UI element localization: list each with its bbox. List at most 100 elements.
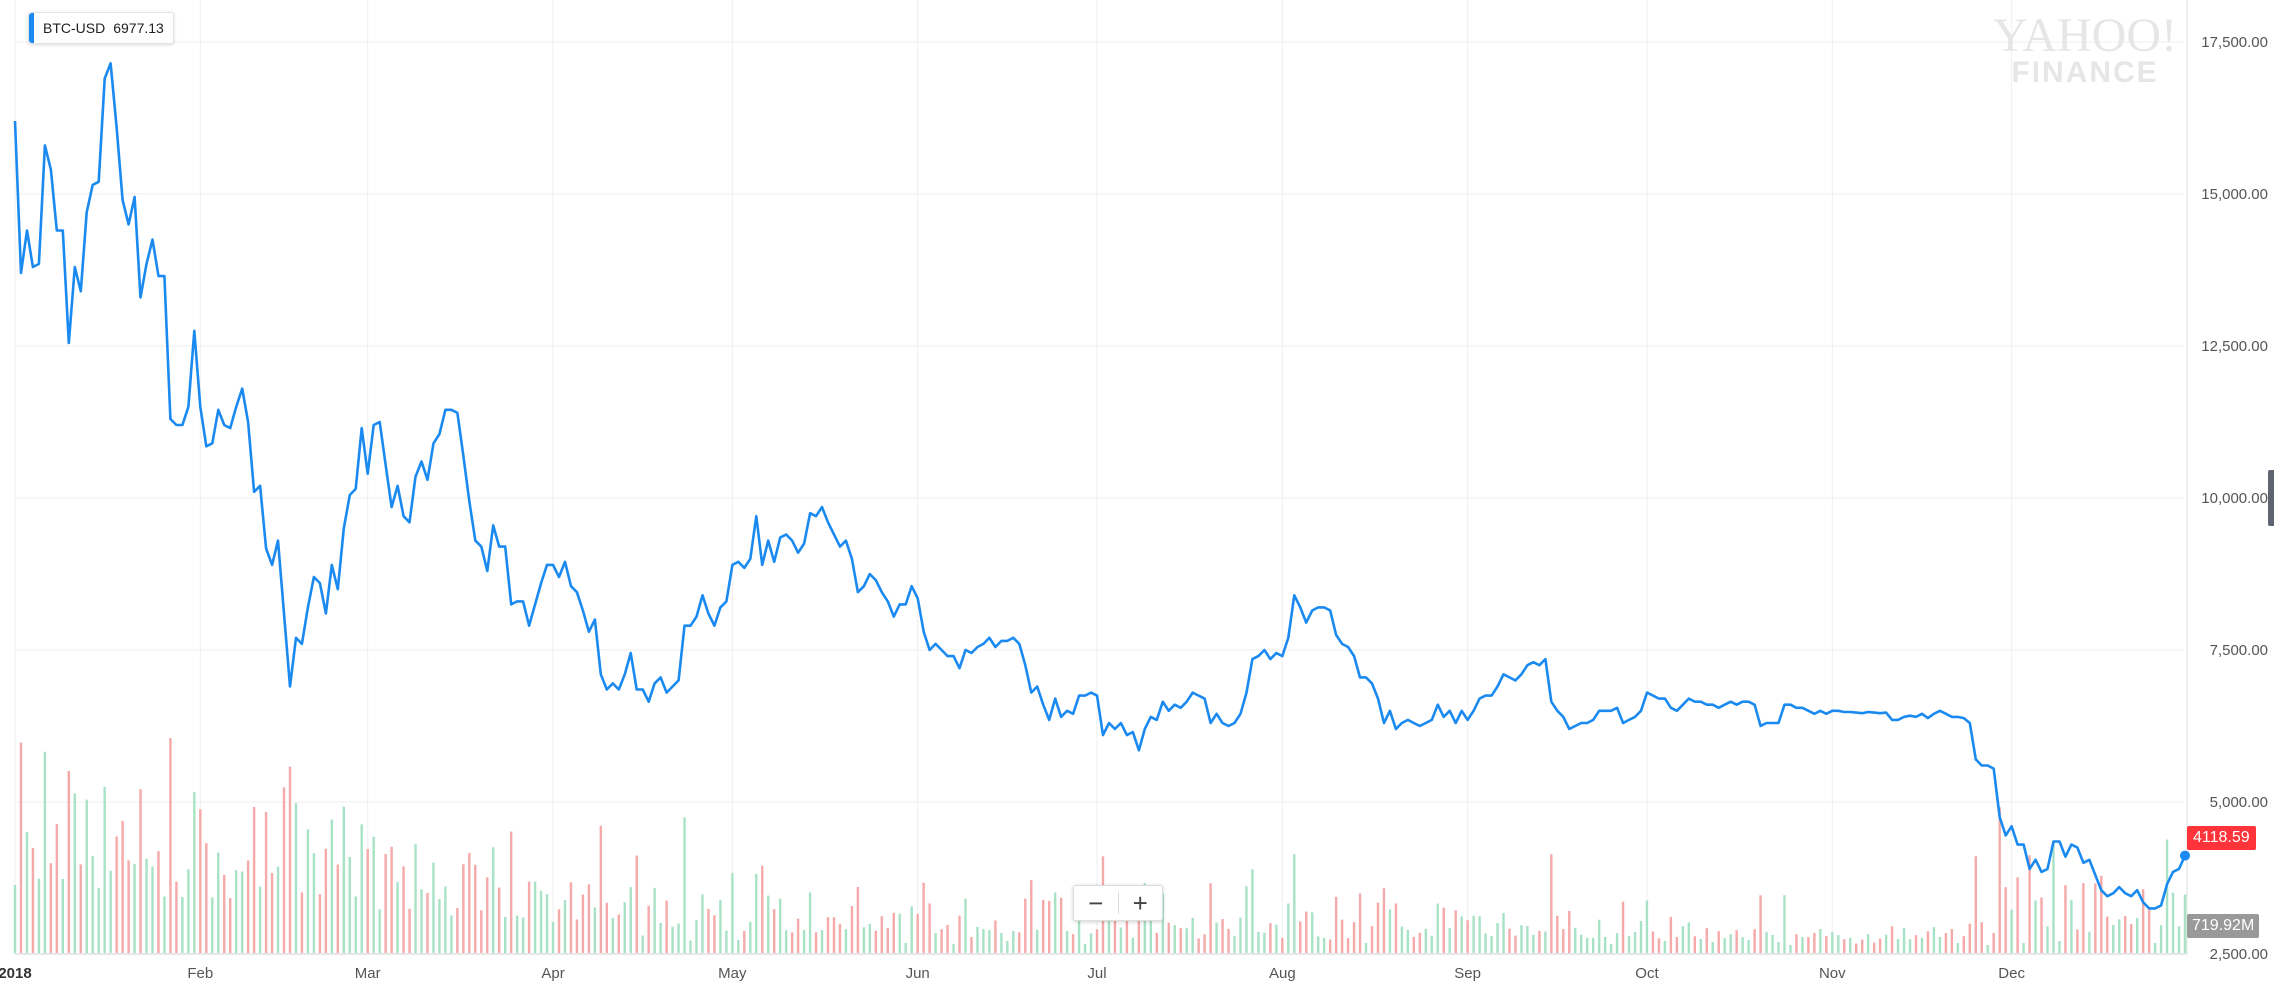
volume-bar	[13, 885, 17, 953]
ticker-badge[interactable]: BTC-USD 6977.13	[28, 12, 174, 44]
volume-bar	[193, 792, 196, 953]
volume-bar	[2064, 885, 2067, 953]
volume-bar	[880, 916, 884, 953]
volume-bar	[85, 799, 88, 953]
volume-bar	[1675, 937, 1679, 953]
x-tick-label: Jun	[906, 965, 930, 982]
volume-bar	[820, 930, 824, 953]
volume-bar	[533, 881, 537, 953]
volume-bar	[790, 932, 794, 953]
volume-bar	[1406, 929, 1410, 953]
volume-bar	[1568, 910, 1571, 953]
volume-bar	[1275, 924, 1278, 953]
volume-bar	[2022, 943, 2025, 953]
volume-bar	[1699, 939, 1702, 953]
volume-bar	[593, 907, 597, 953]
volume-bar	[2141, 889, 2145, 953]
zoom-in-button[interactable]: +	[1132, 887, 1148, 918]
volume-bar	[396, 882, 399, 953]
volume-bar	[1125, 909, 1129, 953]
volume-bar	[1095, 929, 1099, 953]
volume-bar	[1759, 895, 1762, 953]
volume-bar	[611, 917, 614, 953]
volume-bar	[587, 884, 591, 953]
x-tick-label: Aug	[1269, 965, 1296, 982]
volume-bar	[1514, 935, 1517, 953]
volume-bar	[1777, 942, 1780, 953]
volume-bar	[1293, 854, 1296, 953]
volume-bar	[707, 908, 710, 953]
zoom-controls: − +	[1073, 885, 1163, 921]
volume-bar	[1771, 935, 1774, 953]
volume-bar	[1843, 939, 1846, 953]
volume-bar	[1502, 912, 1505, 953]
x-tick-label: 2018	[0, 965, 32, 982]
volume-bar	[1837, 935, 1840, 953]
volume-bar	[1663, 941, 1667, 953]
volume-bar	[1597, 919, 1601, 953]
volume-bar	[802, 930, 806, 953]
volume-bar	[1083, 944, 1087, 953]
volume-bar	[659, 923, 662, 953]
volume-bar	[1311, 912, 1314, 953]
volume-bar	[898, 913, 901, 953]
volume-bar	[1603, 937, 1607, 953]
x-tick-label: May	[718, 965, 747, 982]
volume-bar	[1550, 854, 1553, 953]
volume-bar	[713, 915, 716, 953]
volume-bar	[300, 892, 304, 953]
volume-bar	[737, 939, 740, 953]
volume-bar	[1113, 920, 1117, 953]
volume-bar	[743, 930, 746, 953]
volume-bar	[390, 846, 393, 953]
volume-bar	[1000, 933, 1003, 953]
panel-resize-handle[interactable]	[2268, 470, 2274, 526]
volume-bar	[61, 879, 65, 953]
volume-bar	[288, 766, 292, 953]
volume-bar	[2177, 926, 2181, 953]
volume-bar	[922, 882, 925, 953]
volume-bar	[1334, 896, 1338, 953]
volume-bar	[1944, 933, 1948, 953]
volume-bar	[1376, 902, 1380, 953]
volume-bar	[258, 886, 262, 953]
volume-bar	[1914, 935, 1918, 953]
volume-bar	[1825, 936, 1828, 953]
volume-bar	[1705, 928, 1708, 953]
volume-bar	[73, 793, 76, 953]
volume-bar	[1884, 934, 1888, 953]
volume-bar	[916, 913, 919, 953]
volume-bar	[2100, 875, 2103, 953]
volume-bar	[767, 895, 770, 953]
volume-bar	[270, 873, 274, 953]
volume-bar	[1866, 934, 1870, 953]
volume-bar	[1197, 938, 1200, 953]
volume-bar	[1813, 933, 1816, 953]
y-tick-label: 5,000.00	[2210, 794, 2268, 811]
volume-bar	[1974, 856, 1977, 953]
zoom-out-button[interactable]: −	[1088, 887, 1104, 918]
yahoo-finance-watermark: YAHOO! FINANCE	[1990, 12, 2180, 88]
volume-bar	[844, 929, 848, 953]
volume-bar	[1089, 933, 1093, 953]
volume-bar	[1287, 903, 1290, 953]
volume-bar	[1711, 942, 1714, 953]
volume-bar	[234, 870, 238, 953]
volume-bar	[1233, 935, 1236, 953]
volume-bar	[928, 903, 931, 953]
volume-bar	[217, 852, 220, 953]
volume-bar	[539, 890, 543, 953]
volume-bar	[934, 933, 937, 953]
volume-bar	[1586, 938, 1589, 953]
volume-bar	[1012, 931, 1015, 953]
volume-bar	[1651, 931, 1655, 953]
volume-bar	[976, 926, 979, 953]
volume-bar	[55, 824, 59, 953]
volume-bar	[575, 919, 579, 953]
series-color-swatch	[29, 13, 34, 43]
volume-bar	[1633, 931, 1637, 953]
volume-bar	[486, 877, 489, 953]
volume-bar	[569, 882, 573, 953]
volume-bar	[2165, 839, 2169, 953]
